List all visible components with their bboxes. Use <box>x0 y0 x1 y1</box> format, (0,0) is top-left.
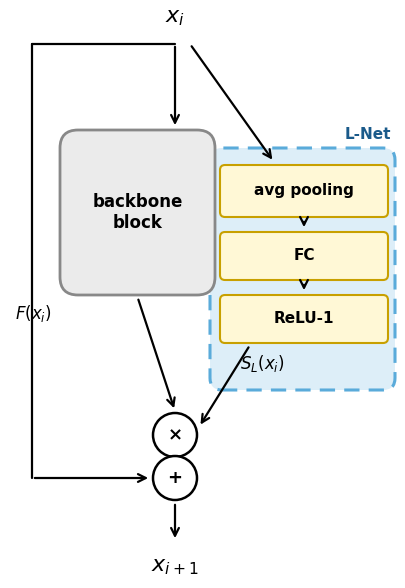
Text: avg pooling: avg pooling <box>254 183 353 199</box>
Text: FC: FC <box>292 249 314 263</box>
Text: ×: × <box>167 426 182 444</box>
Text: +: + <box>167 469 182 487</box>
Circle shape <box>153 413 196 457</box>
FancyBboxPatch shape <box>209 148 394 390</box>
FancyBboxPatch shape <box>220 295 387 343</box>
FancyBboxPatch shape <box>220 232 387 280</box>
Circle shape <box>153 456 196 500</box>
Text: $F(x_i)$: $F(x_i)$ <box>15 303 52 324</box>
FancyBboxPatch shape <box>60 130 215 295</box>
Text: backbone
block: backbone block <box>92 193 182 232</box>
Text: L-Net: L-Net <box>344 127 390 142</box>
Text: $x_{i+1}$: $x_{i+1}$ <box>151 557 198 577</box>
Text: ReLU-1: ReLU-1 <box>273 312 333 326</box>
Text: $x_i$: $x_i$ <box>164 8 185 28</box>
FancyBboxPatch shape <box>220 165 387 217</box>
Text: $S_L(x_i)$: $S_L(x_i)$ <box>239 353 284 374</box>
